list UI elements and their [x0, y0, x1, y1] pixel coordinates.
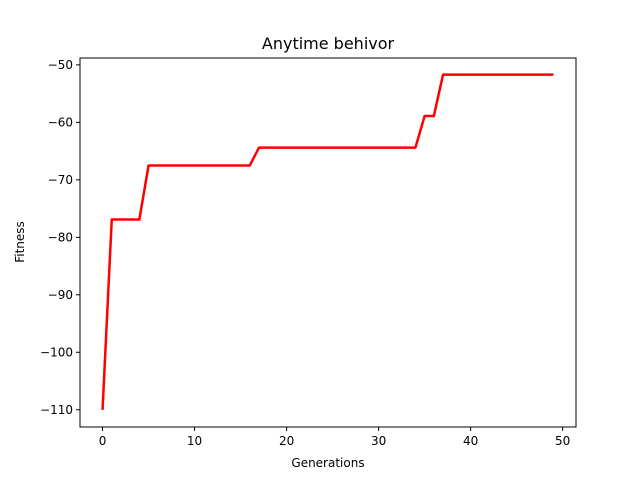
series-line-0 [101, 73, 554, 410]
x-tick-label: 40 [463, 434, 478, 448]
y-tick-label: −80 [48, 230, 73, 244]
x-tick-label: 10 [187, 434, 202, 448]
x-tick-label: 30 [371, 434, 386, 448]
chart-title: Anytime behivor [262, 34, 395, 53]
y-tick-label: −60 [48, 115, 73, 129]
x-tick-label: 0 [99, 434, 107, 448]
plot-area: 0 10 20 30 40 50 −110 −100 −90 −80 −70 −60 −50 [40, 57, 577, 448]
y-tick-label: −50 [48, 58, 73, 72]
x-axis-title: Generations [291, 456, 364, 470]
y-axis-title: Fitness [13, 221, 27, 263]
x-tick-label: 50 [555, 434, 570, 448]
y-tick-label: −110 [40, 403, 73, 417]
y-tick-label: −90 [48, 288, 73, 302]
x-tick-label: 20 [279, 434, 294, 448]
y-tick-label: −100 [40, 345, 73, 359]
y-tick-label: −70 [48, 173, 73, 187]
axes-frame [79, 57, 577, 428]
